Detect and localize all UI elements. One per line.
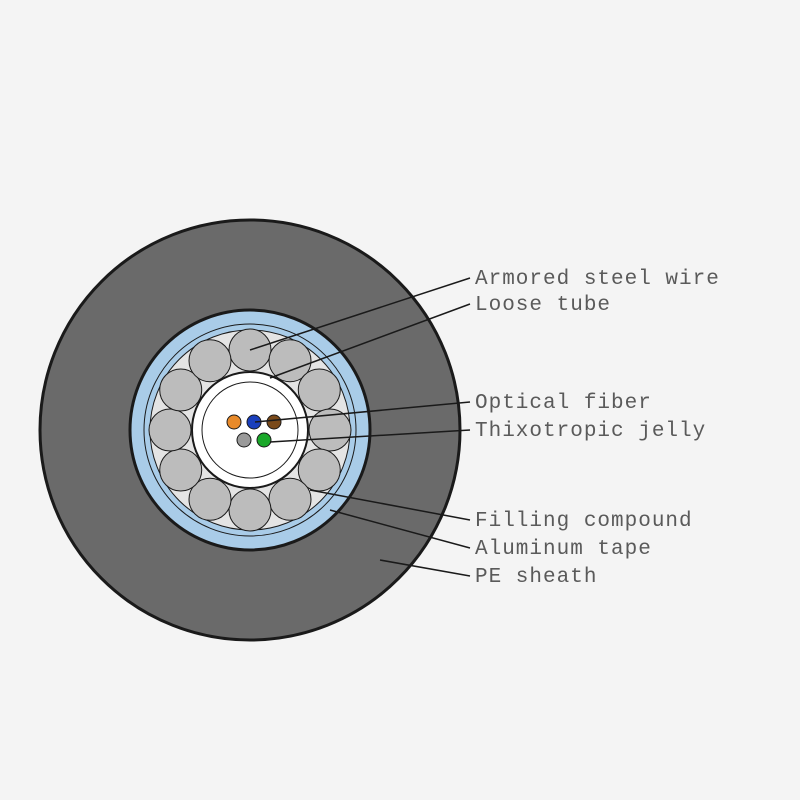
- armored-steel-wire: [149, 409, 191, 451]
- optical-fiber: [267, 415, 281, 429]
- armored-steel-wire: [189, 340, 231, 382]
- label-aluminum_tape: Aluminum tape: [475, 538, 652, 561]
- armored-steel-wire: [229, 489, 271, 531]
- label-armored_steel_wire: Armored steel wire: [475, 268, 720, 291]
- armored-steel-wire: [298, 369, 340, 411]
- loose-tube-inner: [202, 382, 298, 478]
- armored-steel-wire: [269, 478, 311, 520]
- optical-fiber: [237, 433, 251, 447]
- label-filling_compound: Filling compound: [475, 510, 693, 533]
- label-optical_fiber: Optical fiber: [475, 392, 652, 415]
- label-thixotropic_jelly: Thixotropic jelly: [475, 420, 706, 443]
- optical-fiber: [257, 433, 271, 447]
- cable-cross-section-diagram: [0, 0, 800, 800]
- armored-steel-wire: [160, 449, 202, 491]
- label-pe_sheath: PE sheath: [475, 566, 597, 589]
- optical-fiber: [227, 415, 241, 429]
- label-loose_tube: Loose tube: [475, 294, 611, 317]
